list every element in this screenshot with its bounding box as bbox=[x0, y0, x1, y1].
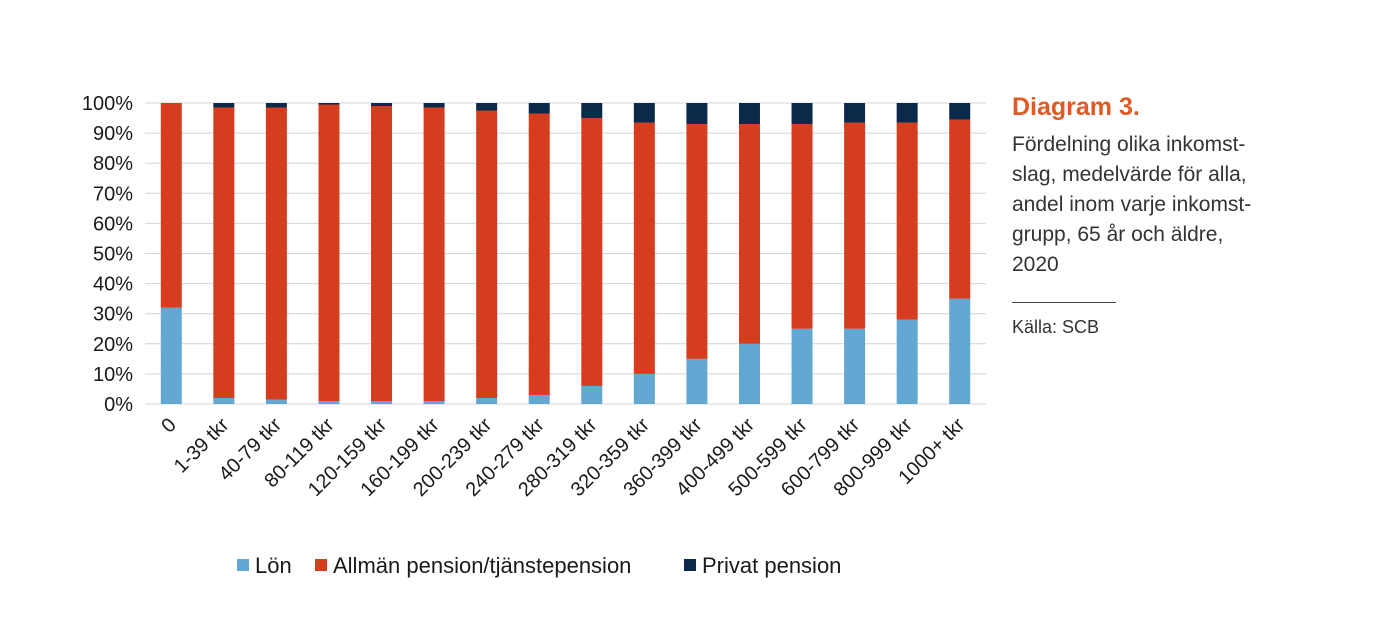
diagram-subtitle: Fördelning olika inkomst- slag, medelvär… bbox=[1012, 133, 1252, 276]
stacked-bar-chart: 0% 10% 20% 30% 40% 50% 60% 70% 80% 90% 100% 01-39 … bbox=[82, 93, 986, 578]
bar-segment-allman bbox=[318, 104, 340, 401]
y-tick-label: 70% bbox=[93, 183, 133, 205]
bar-segment-privat bbox=[633, 103, 655, 123]
legend-label: Lön bbox=[255, 553, 292, 578]
chart-caption-panel: Diagram 3. Fördelning olika inkomst- sla… bbox=[1012, 92, 1312, 338]
bar-segment-lon bbox=[791, 328, 813, 404]
bar-segment-lon bbox=[581, 385, 603, 404]
bar-segment-allman bbox=[791, 124, 813, 329]
bar-segment-lon bbox=[686, 358, 708, 404]
bar-segment-privat bbox=[213, 103, 235, 108]
bar-segment-lon bbox=[949, 298, 971, 404]
bar-segment-allman bbox=[686, 124, 708, 359]
bar-segment-lon bbox=[318, 400, 340, 404]
legend-label: Privat pension bbox=[702, 553, 841, 578]
bar-segment-privat bbox=[528, 103, 550, 114]
legend-swatch bbox=[684, 559, 696, 571]
bar-segment-allman bbox=[844, 122, 866, 329]
bar-segment-lon bbox=[844, 328, 866, 404]
bar-segment-lon bbox=[476, 397, 498, 404]
bar-segment-privat bbox=[844, 103, 866, 123]
bar-segment-lon bbox=[633, 373, 655, 404]
bar-segment-lon bbox=[265, 399, 287, 404]
y-tick-label: 50% bbox=[93, 244, 133, 266]
bar-segment-allman bbox=[949, 119, 971, 299]
bar-segment-allman bbox=[738, 124, 760, 344]
y-tick-label: 30% bbox=[93, 304, 133, 326]
x-tick-label: 0 bbox=[157, 414, 180, 437]
bar-segment-privat bbox=[265, 103, 287, 108]
bar-segment-privat bbox=[896, 103, 918, 123]
bar-segment-privat bbox=[686, 103, 708, 125]
bar-segment-allman bbox=[528, 113, 550, 395]
y-axis: 0% 10% 20% 30% 40% 50% 60% 70% 80% 90% 100% bbox=[82, 93, 133, 416]
y-tick-label: 10% bbox=[93, 364, 133, 386]
bar-segment-privat bbox=[949, 103, 971, 120]
bar-segment-allman bbox=[423, 107, 445, 401]
y-tick-label: 80% bbox=[93, 153, 133, 175]
bar-segment-lon bbox=[160, 307, 182, 404]
bar-segment-privat bbox=[423, 103, 445, 108]
legend-swatch bbox=[237, 559, 249, 571]
bar-segment-privat bbox=[371, 103, 393, 107]
legend: Lön Allmän pension/tjänstepension Privat p… bbox=[237, 553, 841, 578]
bars bbox=[160, 103, 971, 404]
bar-segment-privat bbox=[318, 103, 340, 105]
bar-segment-allman bbox=[160, 103, 182, 308]
y-tick-label: 20% bbox=[93, 334, 133, 356]
diagram-title: Diagram 3. bbox=[1012, 93, 1140, 121]
legend-swatch bbox=[315, 559, 327, 571]
legend-label: Allmän pension/tjänstepension bbox=[333, 553, 631, 578]
bar-segment-allman bbox=[265, 107, 287, 400]
bar-segment-allman bbox=[476, 110, 498, 398]
y-tick-label: 40% bbox=[93, 274, 133, 296]
bar-segment-privat bbox=[791, 103, 813, 125]
y-tick-label: 90% bbox=[93, 123, 133, 145]
y-tick-label: 100% bbox=[82, 93, 133, 115]
bar-segment-allman bbox=[371, 106, 393, 401]
bar-segment-allman bbox=[213, 107, 235, 398]
bar-segment-allman bbox=[581, 118, 603, 386]
bar-segment-lon bbox=[213, 397, 235, 404]
bar-segment-allman bbox=[633, 122, 655, 374]
y-tick-label: 60% bbox=[93, 213, 133, 235]
y-tick-label: 0% bbox=[104, 394, 133, 416]
bar-segment-privat bbox=[738, 103, 760, 125]
bar-segment-privat bbox=[476, 103, 498, 111]
bar-segment-lon bbox=[371, 400, 393, 404]
source-note: Källa: SCB bbox=[1012, 317, 1100, 337]
bar-segment-lon bbox=[896, 319, 918, 404]
bar-segment-allman bbox=[896, 122, 918, 320]
caption-divider bbox=[1012, 302, 1116, 303]
bar-segment-lon bbox=[738, 343, 760, 404]
bar-segment-lon bbox=[423, 400, 445, 404]
bar-segment-lon bbox=[528, 394, 550, 404]
bar-segment-privat bbox=[581, 103, 603, 119]
